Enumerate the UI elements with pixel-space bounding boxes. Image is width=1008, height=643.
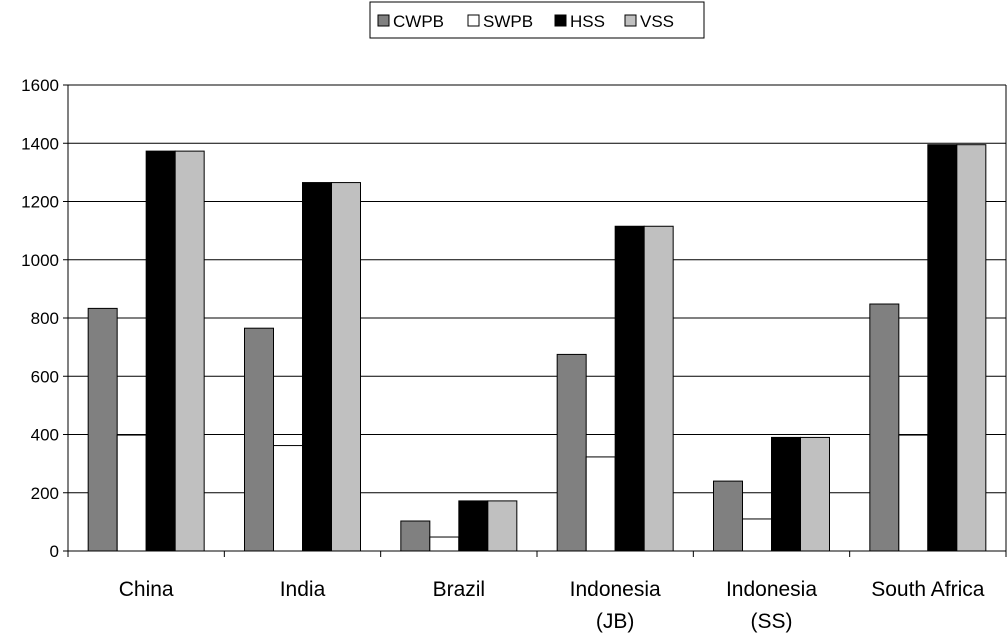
x-category-label: China [119,578,174,601]
x-category-label: Indonesia (SS) [726,578,817,633]
bar-cwpb-2 [400,520,431,552]
bar-swpb-5 [898,434,929,552]
x-category-label: Indonesia (JB) [570,578,661,633]
bar-hss-0 [145,150,176,552]
y-tick-label: 1200 [21,193,59,212]
legend-label-cwpb: CWPB [393,12,444,31]
legend-swatch-cwpb [377,14,390,27]
bars [87,144,987,552]
bar-hss-2 [458,500,489,552]
bar-swpb-0 [116,434,147,552]
bar-vss-1 [331,182,361,552]
y-tick-label: 0 [50,542,59,561]
bar-hss-4 [771,436,801,552]
y-tick-label: 600 [31,367,59,386]
bar-vss-4 [800,436,830,552]
x-category-label: South Africa [871,578,985,601]
legend-label-swpb: SWPB [483,12,533,31]
x-category-label: India [280,578,326,601]
bar-vss-3 [643,225,674,552]
y-tick-label: 1400 [21,134,59,153]
bar-vss-2 [487,500,518,552]
bar-cwpb-1 [244,327,274,552]
bar-hss-3 [614,225,645,552]
bar-vss-5 [956,144,987,552]
y-tick-label: 200 [31,484,59,503]
bar-cwpb-3 [556,353,587,552]
bar-cwpb-5 [869,303,900,552]
y-tick-label: 1600 [21,76,59,95]
y-tick-label: 800 [31,309,59,328]
y-tick-label: 1000 [21,251,59,270]
legend-label-vss: VSS [640,12,674,31]
x-category-label: Brazil [433,578,486,601]
axes: 0 200 400 600 800 1000 1200 1400 1600 China India B… [21,76,1007,633]
legend-swatch-vss [624,14,637,27]
gridlines [68,84,1006,494]
legend-label-hss: HSS [570,12,605,31]
bar-hss-1 [302,182,332,552]
bar-cwpb-4 [713,480,743,552]
legend: CWPB SWPB HSS VSS [369,1,705,39]
bar-vss-0 [174,150,205,552]
bar-swpb-4 [742,518,772,552]
y-tick-label: 400 [31,426,59,445]
bar-swpb-1 [273,445,303,552]
legend-box [369,1,705,39]
bar-hss-5 [927,144,958,552]
bar-swpb-2 [429,536,460,552]
legend-swatch-hss [554,14,567,27]
bar-swpb-3 [585,456,616,552]
legend-swatch-swpb [467,14,480,27]
bar-cwpb-0 [87,307,118,552]
